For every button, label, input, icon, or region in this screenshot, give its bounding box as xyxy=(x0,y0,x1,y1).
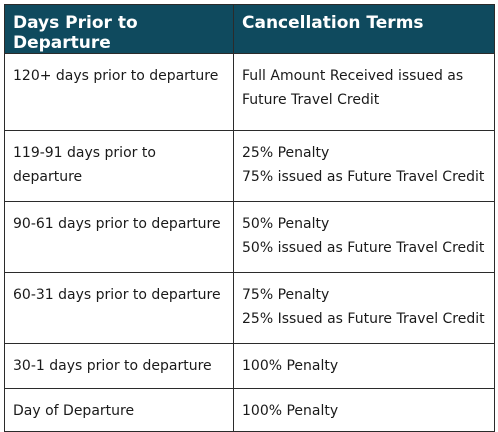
header-row: Days Prior to Departure Cancellation Ter… xyxy=(4,4,495,54)
terms-line: 25% Penalty xyxy=(242,145,330,161)
terms-cell: 100% Penalty xyxy=(233,388,495,432)
terms-cell: 75% Penalty 25% Issued as Future Travel … xyxy=(233,272,495,344)
table-header: Days Prior to Departure Cancellation Ter… xyxy=(4,4,495,54)
terms-line: Full Amount Received issued as xyxy=(242,68,464,84)
terms-line: 75% issued as Future Travel Credit xyxy=(242,169,485,185)
header-cancellation-terms: Cancellation Terms xyxy=(233,4,495,54)
days-cell: 120+ days prior to departure xyxy=(4,53,234,131)
terms-cell: Full Amount Received issued as Future Tr… xyxy=(233,53,495,131)
terms-line: 50% Penalty xyxy=(242,216,330,232)
days-cell: 90-61 days prior to departure xyxy=(4,201,234,273)
days-cell: Day of Departure xyxy=(4,388,234,432)
table-row: Day of Departure 100% Penalty xyxy=(4,388,495,432)
days-cell: 30-1 days prior to departure xyxy=(4,343,234,389)
terms-cell: 50% Penalty 50% issued as Future Travel … xyxy=(233,201,495,273)
cancellation-terms-table: Days Prior to Departure Cancellation Ter… xyxy=(4,4,495,432)
table-row: 30-1 days prior to departure 100% Penalt… xyxy=(4,343,495,389)
terms-cell: 25% Penalty 75% issued as Future Travel … xyxy=(233,130,495,202)
table-body: 120+ days prior to departure Full Amount… xyxy=(4,53,495,432)
terms-line: 50% issued as Future Travel Credit xyxy=(242,240,485,256)
terms-line: 100% Penalty xyxy=(242,358,339,374)
table-row: 60-31 days prior to departure 75% Penalt… xyxy=(4,272,495,344)
table-row: 120+ days prior to departure Full Amount… xyxy=(4,53,495,131)
terms-line: 100% Penalty xyxy=(242,403,339,419)
table-row: 119-91 days prior to departure 25% Penal… xyxy=(4,130,495,202)
terms-cell: 100% Penalty xyxy=(233,343,495,389)
terms-line: 75% Penalty xyxy=(242,287,330,303)
terms-line: Future Travel Credit xyxy=(242,92,380,108)
days-cell: 119-91 days prior to departure xyxy=(4,130,234,202)
table-row: 90-61 days prior to departure 50% Penalt… xyxy=(4,201,495,273)
days-cell: 60-31 days prior to departure xyxy=(4,272,234,344)
header-days-prior: Days Prior to Departure xyxy=(4,4,234,54)
terms-line: 25% Issued as Future Travel Credit xyxy=(242,311,485,327)
